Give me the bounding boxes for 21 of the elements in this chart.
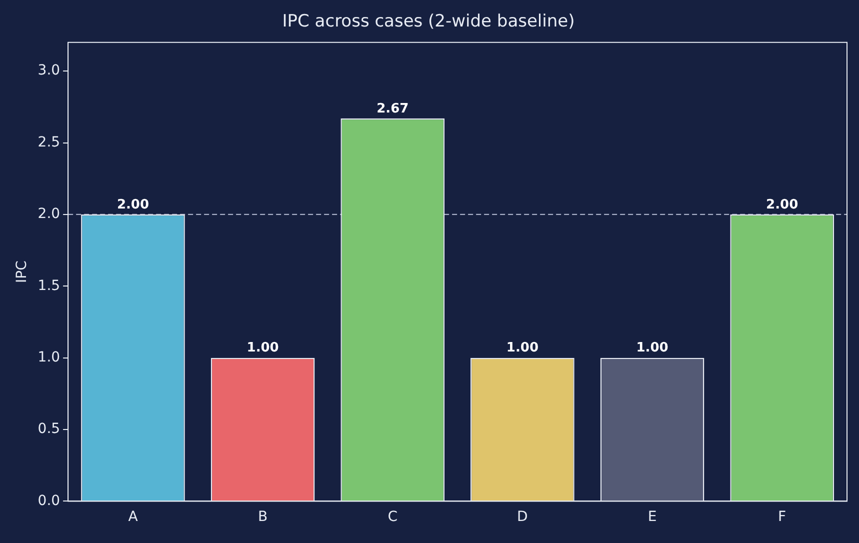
data-label: 1.00 xyxy=(506,340,538,356)
y-tick-label: 1.0 xyxy=(38,349,60,366)
data-label: 2.00 xyxy=(116,197,150,212)
data-label: 2.67 xyxy=(376,101,409,116)
y-tick-label: 2.5 xyxy=(38,134,60,150)
y-axis-title: IPC xyxy=(14,260,30,283)
data-label: 2.00 xyxy=(766,197,798,212)
y-tick-label: 0.5 xyxy=(38,421,60,438)
x-tick-label: E xyxy=(648,509,657,526)
x-tick-label: A xyxy=(128,509,138,526)
y-tick-label: 3.0 xyxy=(38,62,60,79)
y-tick-label: 0.0 xyxy=(38,492,60,509)
x-tick-label: D xyxy=(517,509,528,526)
y-tick-label: 1.5 xyxy=(38,278,60,294)
x-tick-label: B xyxy=(258,509,268,526)
data-label: 1.00 xyxy=(246,340,279,356)
y-tick-label: 2.0 xyxy=(38,206,60,222)
x-tick-label: C xyxy=(388,509,398,526)
data-label: 1.00 xyxy=(636,340,668,356)
chart-title: IPC across cases (2-wide baseline) xyxy=(282,12,575,32)
x-tick-label: F xyxy=(778,509,786,526)
